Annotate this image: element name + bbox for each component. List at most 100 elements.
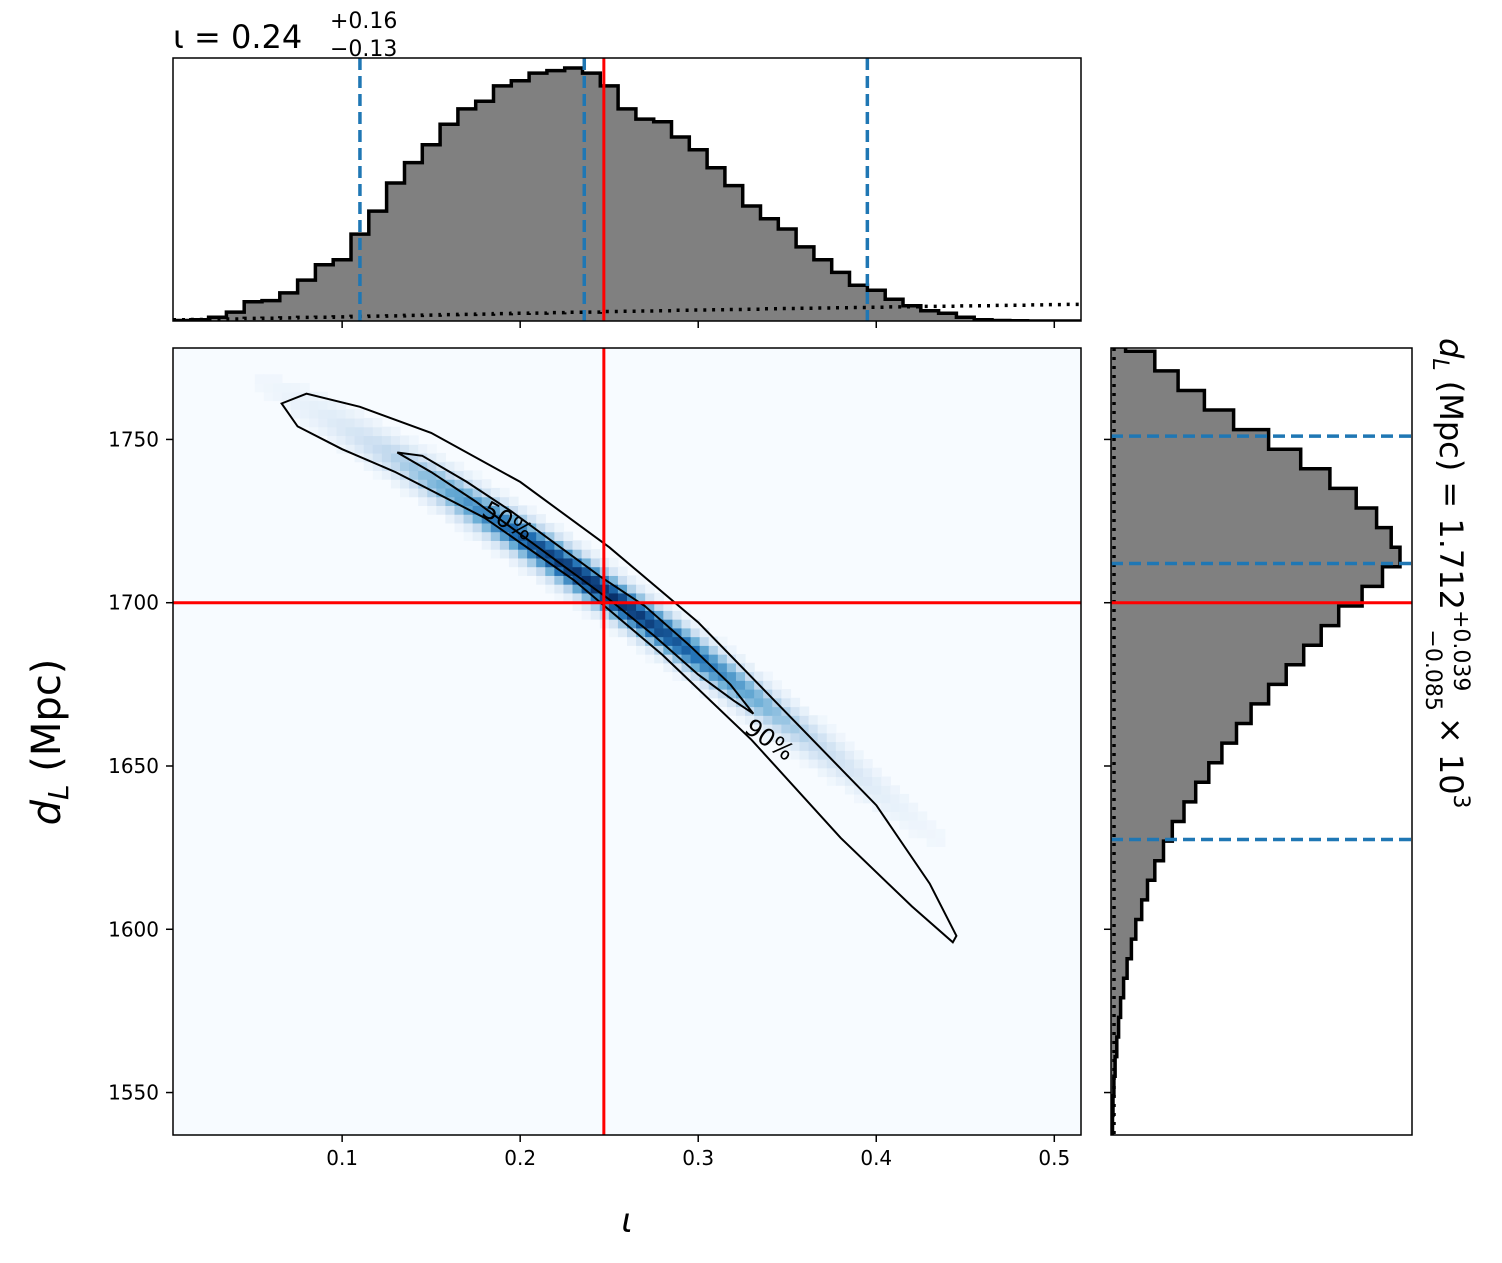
density-cell — [554, 592, 565, 603]
density-cell — [508, 522, 519, 533]
density-cell — [826, 741, 837, 751]
density-cell — [363, 452, 374, 463]
x-axis-label: ι — [621, 1201, 633, 1241]
density-cell — [617, 575, 628, 585]
density-cell — [726, 645, 737, 655]
y-tick-label: 1700 — [108, 591, 159, 615]
density-cell — [654, 627, 664, 638]
density-cell — [908, 811, 919, 821]
density-cell — [735, 671, 746, 681]
x-tick-label: 0.1 — [326, 1146, 358, 1170]
density-cell — [572, 601, 583, 611]
density-cell — [608, 592, 619, 603]
density-cell — [291, 382, 301, 393]
density-cell — [327, 409, 338, 419]
density-cell — [817, 750, 828, 760]
density-cell — [754, 706, 764, 716]
density-cell — [881, 785, 891, 795]
density-cell — [654, 619, 664, 629]
density-cell — [608, 619, 619, 629]
density-cell — [617, 627, 628, 638]
density-cell — [454, 479, 465, 489]
density-cell — [427, 444, 437, 454]
density-cell — [572, 549, 583, 559]
density-cell — [799, 715, 810, 725]
density-cell — [881, 776, 891, 786]
density-cell — [327, 426, 338, 437]
density-cell — [381, 452, 392, 463]
density-cell — [636, 592, 646, 603]
density-cell — [854, 767, 864, 778]
density-cell — [745, 715, 755, 725]
density-cell — [445, 496, 456, 506]
density-cell — [454, 461, 465, 472]
density-cell — [617, 584, 628, 594]
density-cell — [726, 706, 737, 716]
density-cell — [318, 426, 328, 437]
density-cell — [799, 750, 810, 760]
density-cell — [690, 654, 701, 664]
density-cell — [463, 470, 474, 480]
density-cell — [272, 391, 283, 402]
density-cell — [844, 758, 855, 769]
density-cell — [754, 715, 764, 725]
density-cell — [472, 496, 483, 506]
iota-upper-error: +0.16 — [330, 9, 397, 34]
density-cell — [545, 566, 555, 576]
density-cell — [400, 435, 410, 445]
density-cell — [309, 409, 319, 419]
density-cell — [536, 575, 546, 585]
density-cell — [808, 758, 819, 769]
density-cell — [699, 645, 710, 655]
density-cell — [745, 689, 755, 699]
density-cell — [454, 514, 465, 524]
density-background — [173, 348, 1081, 1135]
density-cell — [754, 724, 764, 734]
density-cell — [708, 645, 719, 655]
density-cell — [590, 601, 601, 611]
density-cell — [636, 645, 646, 655]
density-cell — [590, 575, 601, 585]
density-cell — [581, 584, 592, 594]
density-cell — [790, 750, 801, 760]
density-cell — [572, 575, 583, 585]
density-cell — [908, 802, 919, 813]
density-cell — [608, 575, 619, 585]
density-cell — [527, 540, 537, 550]
density-cell — [409, 479, 419, 489]
density-cell — [799, 724, 810, 734]
density-cell — [699, 662, 710, 673]
density-cell — [581, 592, 592, 603]
density-cell — [327, 435, 338, 445]
density-cell — [627, 575, 637, 585]
density-cell — [536, 514, 546, 524]
density-cell — [536, 557, 546, 568]
density-cell — [799, 706, 810, 716]
density-cell — [590, 610, 601, 620]
density-cell — [490, 514, 501, 524]
density-cell — [372, 461, 383, 472]
density-cell — [300, 400, 310, 410]
density-cell — [854, 776, 864, 786]
density-cell — [772, 680, 782, 690]
density-cell — [427, 479, 437, 489]
density-cell — [508, 505, 519, 515]
density-cell — [281, 400, 292, 410]
density-cell — [309, 417, 319, 428]
density-cell — [354, 409, 365, 419]
density-cell — [318, 391, 328, 402]
density-cell — [754, 689, 764, 699]
density-cell — [372, 444, 383, 454]
density-cell — [518, 566, 528, 576]
density-cell — [390, 452, 401, 463]
density-cell — [835, 741, 846, 751]
x-tick-label: 0.5 — [1038, 1146, 1070, 1170]
density-cell — [481, 496, 492, 506]
density-cell — [554, 540, 565, 550]
density-cell — [463, 487, 474, 498]
density-cell — [917, 820, 928, 830]
density-cell — [345, 435, 356, 445]
density-cell — [690, 636, 701, 646]
density-cell — [863, 758, 873, 769]
density-cell — [436, 479, 446, 489]
